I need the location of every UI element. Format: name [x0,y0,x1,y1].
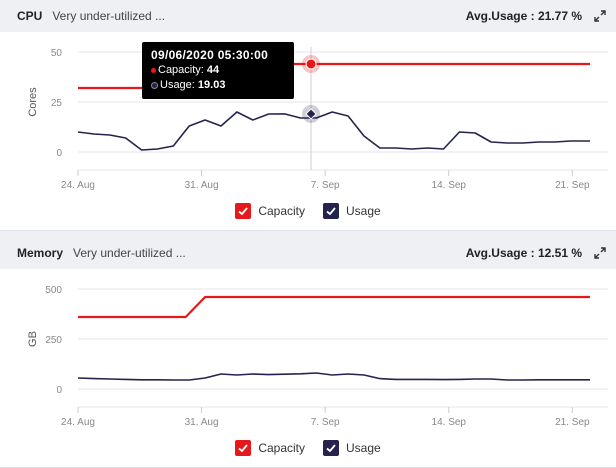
memory-chart[interactable]: 0 250 500 24. Aug 31. Aug 7. Sep 14. Sep 21. Se… [0,269,616,429]
y-tick-label: 0 [56,385,62,396]
usage-series-line [77,111,590,151]
x-tick-label: 14. Sep [432,417,467,428]
x-tick-label: 21. Sep [555,417,590,428]
legend-usage[interactable]: Usage [323,203,381,219]
legend-capacity-label: Capacity [258,204,305,218]
cpu-avg-usage: Avg.Usage : 21.77 % [465,9,582,23]
legend-capacity[interactable]: Capacity [235,440,305,456]
legend-usage-label: Usage [346,204,381,218]
usage-series-line [77,372,590,381]
y-tick-label: 250 [45,335,62,346]
legend-usage-label: Usage [346,441,381,455]
legend-capacity[interactable]: Capacity [235,203,305,219]
capacity-series-line [78,295,590,319]
y-axis-label: Cores [27,87,39,117]
y-axis-label: GB [27,331,39,347]
check-icon [235,203,252,219]
cpu-legend: Capacity Usage [0,192,616,231]
legend-capacity-label: Capacity [258,441,305,455]
tooltip-usage-value: 19.03 [197,79,226,91]
usage-hover-point [305,108,317,120]
x-tick-label: 24. Aug [61,180,95,191]
x-tick-label: 24. Aug [61,417,95,428]
tooltip-capacity-label: Capacity: [158,64,204,76]
x-tick-label: 31. Aug [185,180,219,191]
x-tick-label: 31. Aug [185,417,219,428]
tooltip-capacity-row: Capacity: 44 [151,63,285,78]
cpu-chart[interactable]: 0 25 50 24. Aug 31. Aug 7. Sep 14. Sep 21. Sep C… [0,32,616,192]
capacity-dot-icon [151,67,156,73]
memory-legend: Capacity Usage [0,429,616,468]
cpu-chart-svg: 0 25 50 24. Aug 31. Aug 7. Sep 14. Sep 21. Sep C… [27,47,608,191]
memory-panel-header: Memory Very under-utilized ... Avg.Usage… [0,237,616,269]
memory-panel: Memory Very under-utilized ... Avg.Usage… [0,237,616,468]
check-icon [323,203,339,219]
check-icon [323,440,339,456]
tooltip-capacity-value: 44 [206,64,220,76]
tooltip-usage-label: Usage: [160,79,195,91]
memory-avg-usage: Avg.Usage : 12.51 % [465,246,582,260]
x-tick-label: 21. Sep [555,180,590,191]
cpu-panel: CPU Very under-utilized ... Avg.Usage : … [0,0,616,231]
x-tick-label: 7. Sep [311,180,340,191]
memory-panel-title: Memory [17,246,64,260]
tooltip-usage-row: Usage: 19.03 [151,78,285,93]
cpu-utilization-status: Very under-utilized ... [52,9,166,23]
legend-usage[interactable]: Usage [323,440,381,456]
check-icon [235,440,252,456]
x-tick-label: 7. Sep [311,417,340,428]
tooltip-time: 09/06/2020 05:30:00 [151,48,269,62]
y-tick-label: 500 [45,285,62,296]
y-tick-label: 50 [51,48,63,59]
capacity-hover-point [305,58,317,70]
cpu-chart-tooltip: 09/06/2020 05:30:00 Capacity: 44 Usage: … [142,42,294,99]
expand-arrows-icon[interactable] [594,247,606,259]
x-tick-label: 14. Sep [432,180,467,191]
y-tick-label: 0 [56,148,62,159]
y-tick-label: 25 [51,98,63,109]
memory-utilization-status: Very under-utilized ... [73,246,186,260]
cpu-panel-title: CPU [17,9,43,23]
cpu-panel-header: CPU Very under-utilized ... Avg.Usage : … [0,0,616,32]
usage-dot-icon [151,81,158,89]
expand-arrows-icon[interactable] [594,10,606,22]
memory-chart-svg: 0 250 500 24. Aug 31. Aug 7. Sep 14. Sep 21. Se… [27,285,608,428]
panel-divider [0,231,616,237]
